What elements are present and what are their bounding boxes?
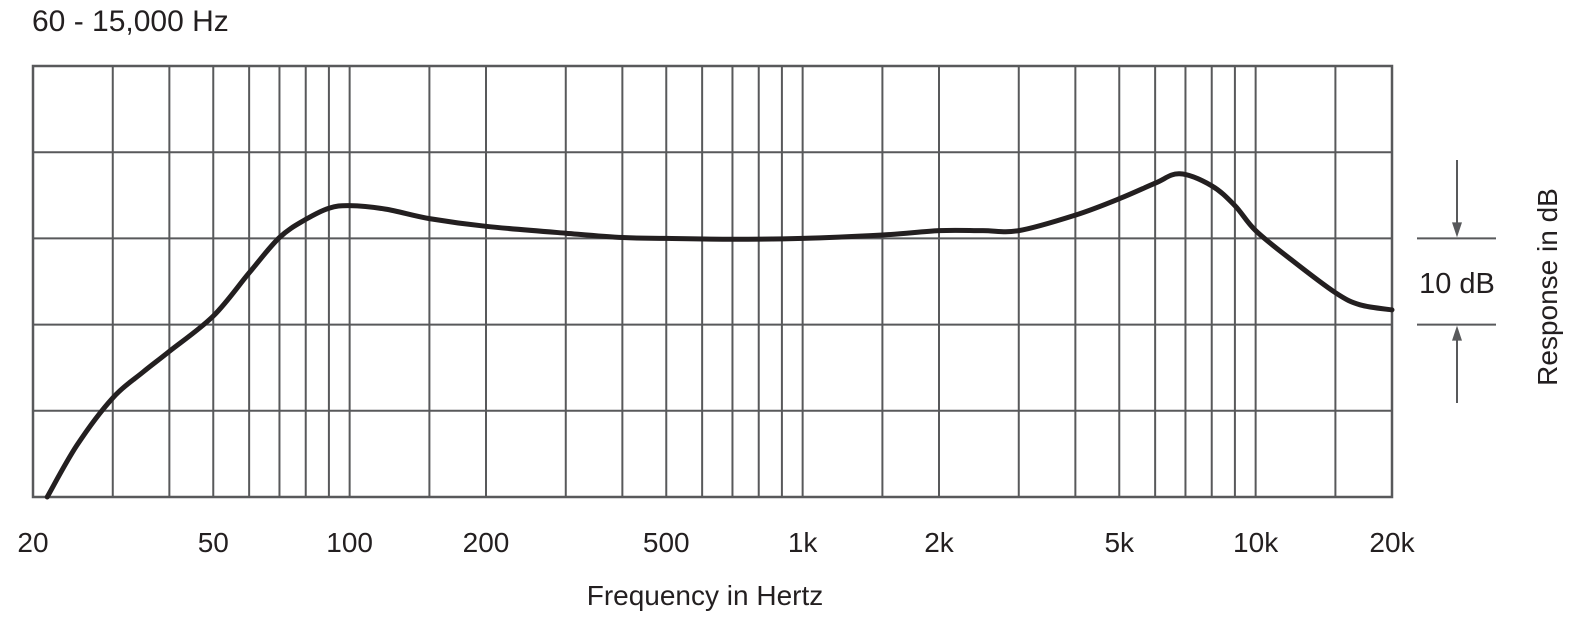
x-axis-label: Frequency in Hertz	[587, 580, 824, 611]
plot-frame	[31, 64, 1394, 499]
response-curve	[44, 171, 1395, 500]
chart-title: 60 - 15,000 Hz	[32, 5, 229, 38]
x-tick-label: 10k	[1233, 527, 1279, 558]
x-tick-label: 500	[643, 527, 690, 558]
x-tick-label: 2k	[924, 527, 955, 558]
x-tick-label: 1k	[788, 527, 819, 558]
vertical-gridlines	[32, 66, 1393, 497]
x-tick-label: 20k	[1369, 527, 1415, 558]
scale-label: 10 dB	[1419, 268, 1495, 300]
y-axis-label: Response in dB	[1532, 188, 1563, 386]
x-tick-label: 200	[463, 527, 510, 558]
x-tick-label: 20	[17, 527, 48, 558]
x-tick-label: 50	[198, 527, 229, 558]
x-tick-label: 100	[326, 527, 373, 558]
scale-bracket	[1417, 160, 1496, 403]
arrow-up-icon	[1452, 325, 1462, 341]
horizontal-gridlines	[33, 65, 1392, 498]
arrow-down-icon	[1452, 222, 1462, 238]
x-tick-labels: 20 50 100 200 500 1k 2k 5k 10k 20k	[17, 527, 1415, 558]
x-tick-label: 5k	[1104, 527, 1135, 558]
